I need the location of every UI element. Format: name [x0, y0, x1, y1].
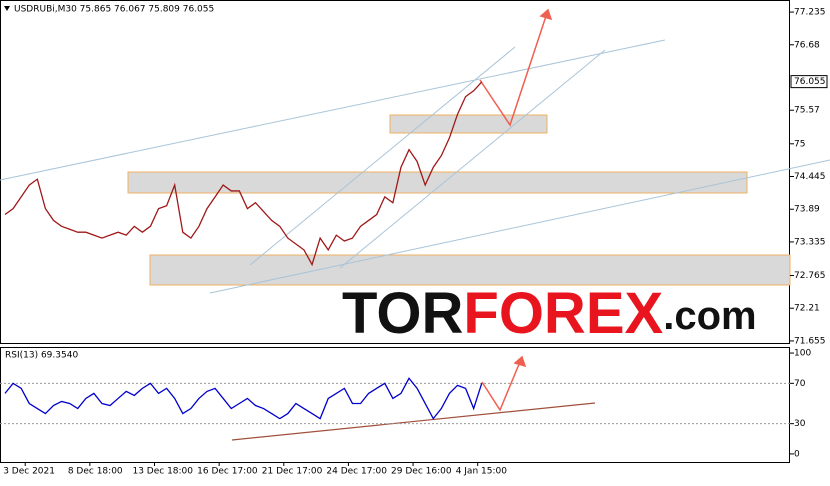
- x-tick-label: 29 Dec 16:00: [391, 467, 452, 477]
- watermark: TORFOREX.com: [342, 281, 757, 346]
- trend-line: [339, 49, 606, 269]
- watermark-part: TOR: [342, 281, 463, 346]
- y-tick-label: 74.445: [794, 172, 826, 182]
- y-tick-label: 71.655: [794, 336, 826, 346]
- trend-line: [249, 46, 516, 266]
- forecast-arrow: [481, 356, 523, 412]
- price-title: USDRUBi,M30 75.865 76.067 75.809 76.055: [14, 5, 214, 15]
- arrow-head: [539, 8, 553, 21]
- x-tick-label: 4 Jan 15:00: [456, 467, 508, 477]
- y-tick-label: 73.335: [794, 237, 826, 247]
- y-tick-label: 75: [794, 139, 805, 149]
- y-tick-label: 72.21: [794, 304, 820, 314]
- trend-line: [209, 159, 830, 294]
- x-tick-label: 16 Dec 17:00: [197, 467, 258, 477]
- series-line: [4, 377, 483, 420]
- rsi-panel: [0, 347, 790, 463]
- watermark-part: FOREX: [463, 281, 663, 346]
- trend-lines: [0, 39, 830, 294]
- zone: [149, 254, 791, 286]
- watermark-part: .com: [663, 294, 756, 338]
- last-price-box: [790, 75, 828, 89]
- zone: [127, 171, 748, 194]
- x-tick-label: 21 Dec 17:00: [262, 467, 323, 477]
- trend-line: [0, 39, 666, 181]
- rsi-title: RSI(13) 69.3540: [5, 351, 78, 361]
- forecast-arrows: [479, 8, 553, 412]
- x-tick-label: 24 Dec 17:00: [326, 467, 387, 477]
- arrow-head: [513, 355, 527, 368]
- y-tick-label: 73.89: [794, 205, 820, 215]
- support-zones: [127, 114, 791, 286]
- y-tick-label: 72.765: [794, 271, 826, 281]
- title-marker: [4, 6, 10, 11]
- y-tick-label: 77.235: [794, 8, 826, 18]
- series-line: [4, 81, 483, 267]
- x-tick-label: 3 Dec 2021: [3, 467, 55, 477]
- x-tick-label: 13 Dec 18:00: [132, 467, 193, 477]
- forecast-arrow: [479, 9, 549, 127]
- y-tick-label: 100: [794, 349, 811, 359]
- y-tick-label: 76.68: [794, 40, 820, 50]
- y-tick-label: 0: [794, 449, 800, 459]
- x-tick-label: 8 Dec 18:00: [68, 467, 123, 477]
- zone: [389, 114, 548, 134]
- y-tick-label: 75.57: [794, 106, 820, 116]
- y-tick-label: 30: [794, 419, 806, 429]
- last-price-label: 76.055: [794, 77, 826, 87]
- y-tick-label: 70: [794, 379, 806, 389]
- rsi-trend-line: [231, 402, 596, 441]
